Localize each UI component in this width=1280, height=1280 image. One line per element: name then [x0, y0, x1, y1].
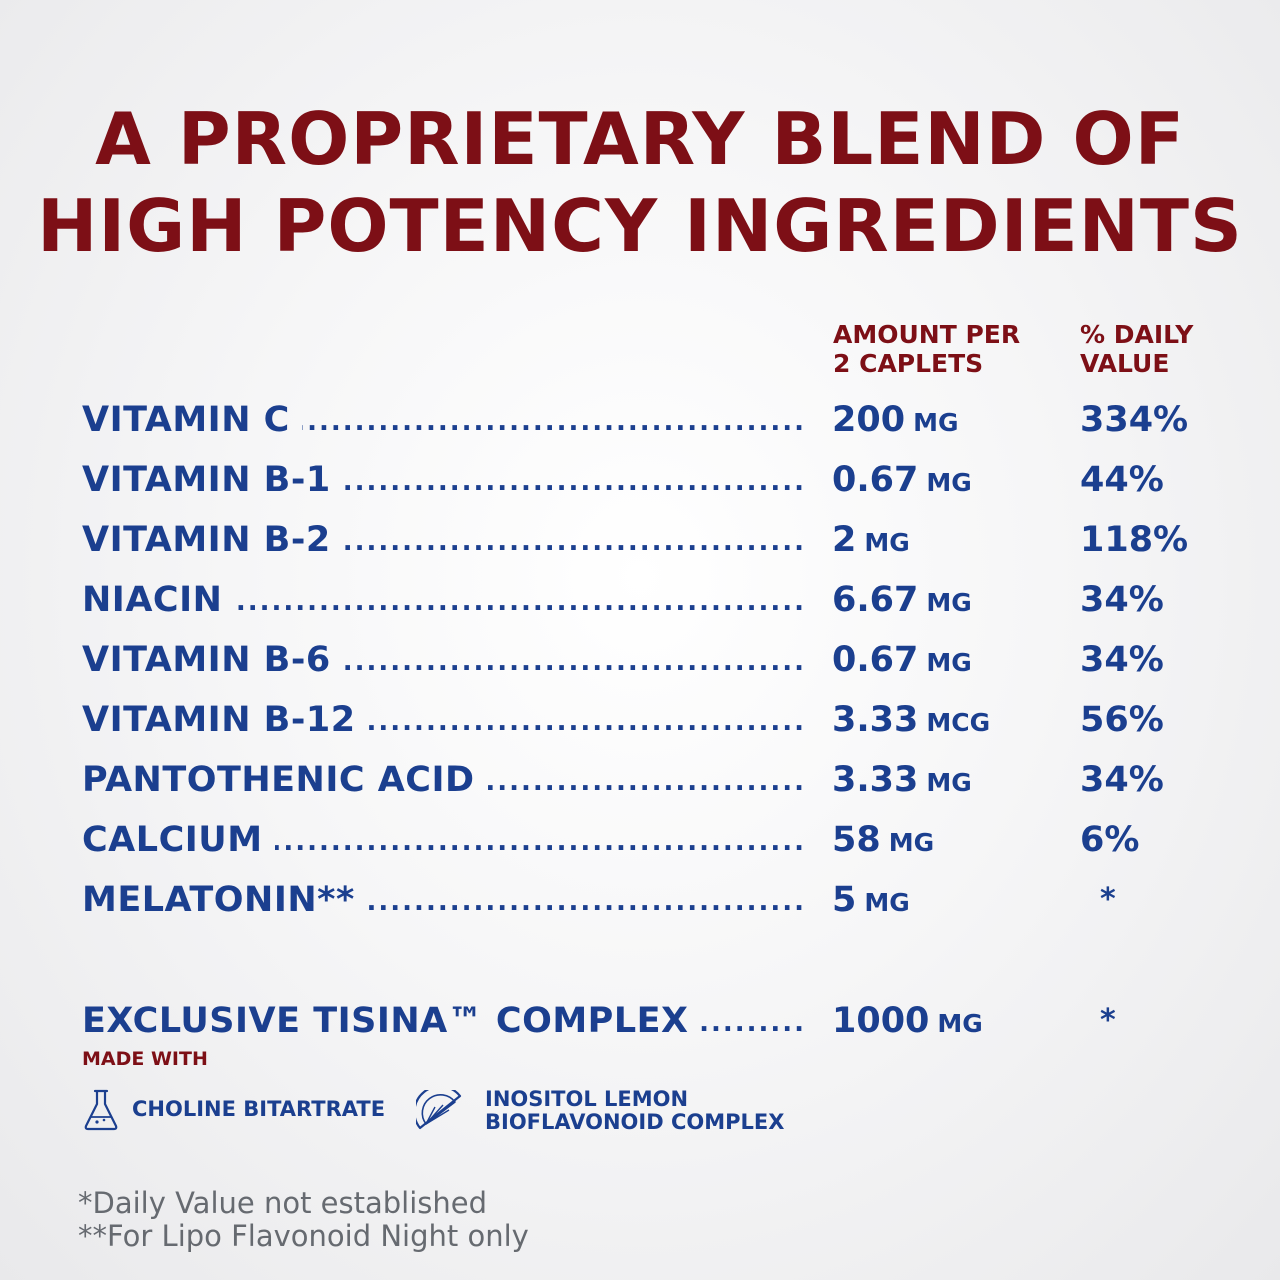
- daily-value: 44%: [1080, 460, 1164, 500]
- footnote-daily-value: *Daily Value not established: [78, 1186, 488, 1220]
- amount-unit: MG: [926, 588, 972, 617]
- ingredient-name: VITAMIN C: [82, 400, 290, 440]
- amount-unit: MG: [926, 768, 972, 797]
- ingredient-name: VITAMIN B-2: [82, 520, 331, 560]
- daily-value: 56%: [1080, 700, 1164, 740]
- daily-value: 334%: [1080, 400, 1189, 440]
- amount-value: 5: [832, 880, 857, 920]
- ingredient-name: CALCIUM: [82, 820, 263, 860]
- ingredient-name: PANTOTHENIC ACID: [82, 760, 475, 800]
- amount-value: 2: [832, 520, 857, 560]
- amount-value: 3.33: [832, 760, 919, 800]
- amount-value: 200: [832, 400, 906, 440]
- made-with-label: MADE WITH: [82, 1048, 208, 1070]
- ingredient-amount: 200 MG: [832, 397, 958, 446]
- leader-dots: ........................................…: [487, 767, 806, 797]
- amount-unit: MG: [864, 528, 910, 557]
- daily-value: 34%: [1080, 760, 1164, 800]
- amount-unit: MCG: [926, 708, 991, 737]
- amount-value: 58: [832, 820, 881, 860]
- amount-unit: MG: [926, 648, 972, 677]
- ingredient-name: VITAMIN B-6: [82, 640, 331, 680]
- complex-amount: 1000 MG: [832, 998, 983, 1047]
- leader-dots: ........................................…: [343, 467, 806, 497]
- ingredient-amount: 5 MG: [832, 877, 910, 926]
- ingredient-row: VITAMIN B-1 ............................…: [0, 457, 1280, 517]
- daily-value: *: [1100, 882, 1116, 917]
- leader-dots: ........................................…: [343, 527, 806, 557]
- amount-unit: MG: [913, 408, 959, 437]
- leader-dots: ........................................…: [302, 407, 806, 437]
- ingredient-row: NIACIN .................................…: [0, 577, 1280, 637]
- footnote-night-only: **For Lipo Flavonoid Night only: [78, 1219, 529, 1253]
- amount-value: 0.67: [832, 640, 919, 680]
- amount-header-line2: 2 CAPLETS: [833, 349, 984, 378]
- amount-column-header: AMOUNT PER 2 CAPLETS: [833, 320, 1053, 378]
- amount-value: 0.67: [832, 460, 919, 500]
- daily-value-column-header: % DAILY VALUE: [1080, 320, 1260, 378]
- complex-name: EXCLUSIVE TISINA™ COMPLEX: [82, 1001, 689, 1041]
- ingredient-row: CALCIUM ................................…: [0, 817, 1280, 877]
- page-title-line1: A PROPRIETARY BLEND OF: [95, 97, 1185, 181]
- ingredient-amount: 2 MG: [832, 517, 910, 566]
- complex-row: EXCLUSIVE TISINA™ COMPLEX ..............…: [0, 998, 1280, 1058]
- leader-dots: ........................................…: [701, 1008, 806, 1038]
- lemon-slice-icon: [416, 1090, 462, 1130]
- ingredient-amount: 3.33 MG: [832, 757, 972, 806]
- amount-unit: MG: [864, 888, 910, 917]
- ingredient-amount: 0.67 MG: [832, 637, 972, 686]
- leader-dots: ........................................…: [234, 587, 806, 617]
- dv-header-line1: % DAILY: [1080, 320, 1194, 349]
- daily-value: *: [1100, 1003, 1116, 1038]
- page-title-line2: HIGH POTENCY INGREDIENTS: [37, 184, 1243, 268]
- ingredient-row: VITAMIN B-12 ...........................…: [0, 697, 1280, 757]
- amount-unit: MG: [888, 828, 935, 857]
- amount-header-line1: AMOUNT PER: [833, 320, 1021, 349]
- ingredient-name: NIACIN: [82, 580, 223, 620]
- amount-unit: MG: [926, 468, 972, 497]
- inositol-complex-label: INOSITOL LEMON BIOFLAVONOID COMPLEX: [485, 1088, 825, 1134]
- ingredient-name: MELATONIN**: [82, 880, 355, 920]
- ingredient-name: VITAMIN B-12: [82, 700, 356, 740]
- dv-header-line2: VALUE: [1080, 349, 1170, 378]
- amount-value: 6.67: [832, 580, 919, 620]
- amount-unit: MG: [937, 1009, 983, 1038]
- choline-bitartrate-label: CHOLINE BITARTRATE: [132, 1097, 386, 1121]
- ingredient-amount: 0.67 MG: [832, 457, 972, 506]
- ingredient-amount: 3.33 MCG: [832, 697, 990, 746]
- leader-dots: ........................................…: [275, 827, 806, 857]
- ingredient-row: MELATONIN** ............................…: [0, 877, 1280, 937]
- daily-value: 34%: [1080, 580, 1164, 620]
- leader-dots: ........................................…: [368, 707, 806, 737]
- ingredient-amount: 58 MG: [832, 817, 934, 866]
- ingredient-amount: 6.67 MG: [832, 577, 972, 626]
- feature2-line1: INOSITOL LEMON: [485, 1087, 689, 1111]
- leader-dots: ........................................…: [343, 647, 806, 677]
- daily-value: 34%: [1080, 640, 1164, 680]
- amount-value: 3.33: [832, 700, 919, 740]
- ingredient-row: VITAMIN B-2 ............................…: [0, 517, 1280, 577]
- feature2-line2: BIOFLAVONOID COMPLEX: [485, 1110, 785, 1134]
- daily-value: 118%: [1080, 520, 1189, 560]
- ingredient-row: PANTOTHENIC ACID .......................…: [0, 757, 1280, 817]
- ingredient-row: VITAMIN B-6 ............................…: [0, 637, 1280, 697]
- leader-dots: ........................................…: [367, 887, 806, 917]
- flask-icon: [84, 1089, 118, 1131]
- ingredient-name: VITAMIN B-1: [82, 460, 331, 500]
- ingredient-row: VITAMIN C ..............................…: [0, 397, 1280, 457]
- amount-value: 1000: [832, 1001, 930, 1041]
- daily-value: 6%: [1080, 820, 1140, 860]
